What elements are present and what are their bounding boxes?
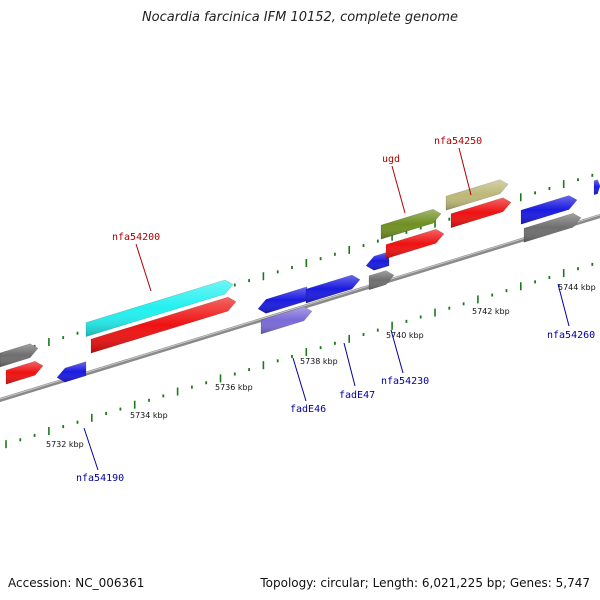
gene-arrow-lavender-fadE46-shading xyxy=(261,306,312,334)
leader-ugd xyxy=(391,165,406,214)
gene-arrow-blue-fadE46-upper-shading xyxy=(258,286,307,314)
gene-arrow-olive-ugd-shading xyxy=(381,209,441,240)
kbp-label-5738: 5738 kbp xyxy=(300,357,338,366)
leader-nfa54250 xyxy=(458,147,472,196)
gene-arrow-red-54200-shading xyxy=(91,297,236,354)
gene-arrow-blue-edge-shading xyxy=(594,179,600,195)
gene-label-nfa54230[interactable]: nfa54230 xyxy=(381,376,429,387)
leader-fadE46 xyxy=(292,357,307,402)
gene-arrow-red-left-shading xyxy=(6,361,43,385)
gene-label-fadE47[interactable]: fadE47 xyxy=(339,390,375,401)
leader-nfa54200 xyxy=(135,243,152,292)
gene-arrow-blue-54230-shading xyxy=(366,251,389,271)
gene-label-ugd[interactable]: ugd xyxy=(382,154,400,165)
gene-label-nfa54190[interactable]: nfa54190 xyxy=(76,473,124,484)
leader-nfa54190 xyxy=(83,427,99,471)
kbp-labels: 5732 kbp 5734 kbp 5736 kbp 5738 kbp 5740… xyxy=(46,283,596,449)
gene-label-nfa54250[interactable]: nfa54250 xyxy=(434,136,482,147)
gene-label-nfa54200[interactable]: nfa54200 xyxy=(112,232,160,243)
gene-labels: nfa54200 ugd nfa54250 nfa54190 fadE46 fa… xyxy=(76,136,595,484)
gene-arrow-gray-left-upper-shading xyxy=(0,343,38,367)
gene-arrow-cyan-54200-shading xyxy=(86,280,233,337)
leader-nfa54230 xyxy=(390,329,404,374)
kbp-label-5736: 5736 kbp xyxy=(215,383,253,392)
gene-label-nfa54260[interactable]: nfa54260 xyxy=(547,330,595,341)
gene-arrow-red-54250-shading xyxy=(451,197,511,228)
gene-arrow-red-ugd-shading xyxy=(386,229,444,259)
gene-label-fadE46[interactable]: fadE46 xyxy=(290,404,326,415)
kbp-label-5742: 5742 kbp xyxy=(472,307,510,316)
gene-arrow-blue-54260-shading xyxy=(521,195,577,225)
gene-arrow-gray-54260-shading xyxy=(524,213,581,243)
leader-nfa54260 xyxy=(557,283,570,327)
kbp-label-5734: 5734 kbp xyxy=(130,411,168,420)
kbp-label-5732: 5732 kbp xyxy=(46,440,84,449)
lower-tick-row xyxy=(5,262,594,449)
accession-text: Accession: NC_006361 xyxy=(8,576,145,590)
label-leader-lines xyxy=(83,147,570,471)
gene-arrow-blue-fadE47-shading xyxy=(306,275,360,304)
genome-backbone-highlight xyxy=(0,214,600,400)
leader-fadE47 xyxy=(343,342,356,387)
map-title: Nocardia farcinica IFM 10152, complete g… xyxy=(141,10,459,25)
gene-arrow-gray-54230-shading xyxy=(369,270,394,290)
genome-backbone xyxy=(0,214,600,402)
kbp-label-5744: 5744 kbp xyxy=(558,283,596,292)
gene-arrows[interactable] xyxy=(0,179,600,385)
gene-arrow-khaki-54250-shading xyxy=(446,179,508,211)
genome-summary-text: Topology: circular; Length: 6,021,225 bp… xyxy=(260,576,590,590)
gene-arrow-blue-54190-shading xyxy=(57,361,86,383)
kbp-label-5740: 5740 kbp xyxy=(386,331,424,340)
